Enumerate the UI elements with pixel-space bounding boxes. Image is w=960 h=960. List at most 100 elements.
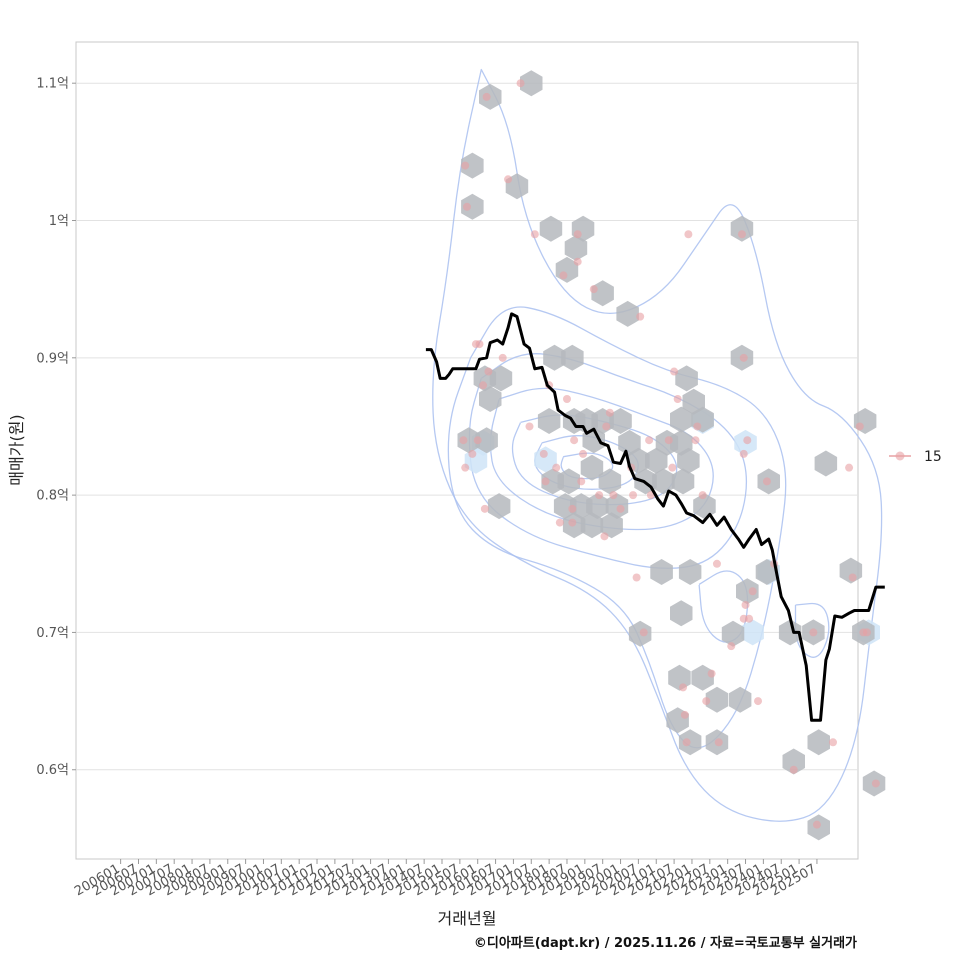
y-tick-label: 1억 bbox=[49, 214, 69, 229]
legend: 15 bbox=[889, 449, 942, 465]
scatter-point bbox=[762, 477, 771, 486]
scatter-point bbox=[573, 230, 582, 239]
scatter-point bbox=[530, 230, 539, 239]
hex-bin bbox=[487, 493, 511, 520]
hex-bin bbox=[580, 454, 604, 481]
x-axis-title: 거래년월 bbox=[438, 909, 497, 928]
scatter-point bbox=[698, 491, 707, 500]
scatter-point bbox=[562, 395, 571, 404]
scatter-point bbox=[727, 642, 736, 651]
hex-bin bbox=[670, 406, 693, 433]
hex-bin bbox=[650, 559, 673, 585]
hex-bin bbox=[670, 600, 693, 627]
hex-bin bbox=[778, 619, 802, 646]
scatter-point bbox=[714, 738, 723, 747]
scatter-point bbox=[789, 765, 798, 774]
scatter-point bbox=[748, 587, 757, 596]
scatter-point bbox=[480, 504, 489, 513]
hex-bin bbox=[600, 512, 623, 539]
hex-bin bbox=[730, 215, 754, 242]
legend-label: 15 bbox=[924, 449, 942, 465]
scatter-point bbox=[482, 92, 491, 101]
scatter-point bbox=[629, 491, 638, 500]
hex-bin bbox=[461, 152, 484, 179]
scatter-point bbox=[668, 463, 677, 472]
scatter-point bbox=[616, 504, 625, 513]
scatter-point bbox=[684, 230, 693, 239]
scatter-point bbox=[609, 491, 618, 500]
hex-bin bbox=[645, 447, 668, 474]
hex-bin bbox=[609, 408, 632, 434]
y-tick-label: 0.9억 bbox=[36, 351, 69, 366]
scatter-point bbox=[568, 518, 577, 527]
hex-bin bbox=[561, 344, 584, 371]
hex-bin bbox=[520, 70, 543, 97]
scatter-point bbox=[479, 381, 488, 390]
hex-bin bbox=[461, 193, 484, 220]
hex-bin bbox=[479, 386, 502, 412]
scatter-point bbox=[679, 683, 688, 692]
hex-bin bbox=[475, 427, 498, 454]
scatter-point bbox=[682, 738, 691, 747]
scatter-point bbox=[498, 353, 507, 362]
scatter-point bbox=[829, 738, 838, 747]
scatter-point bbox=[484, 367, 493, 376]
hex-bin bbox=[671, 468, 695, 495]
hex-bin bbox=[580, 512, 604, 539]
hex-bin bbox=[539, 215, 563, 242]
legend-dot bbox=[895, 451, 905, 461]
scatter-point bbox=[552, 463, 561, 472]
scatter-point bbox=[504, 175, 513, 184]
scatter-point bbox=[670, 367, 679, 376]
hex-bin bbox=[678, 559, 702, 585]
scatter-point bbox=[555, 518, 564, 527]
scatter-point bbox=[691, 436, 700, 445]
scatter-point bbox=[473, 436, 482, 445]
scatter-point bbox=[702, 697, 711, 706]
scatter-point bbox=[468, 449, 477, 458]
hex-bin bbox=[618, 429, 641, 456]
scatter-point bbox=[673, 395, 682, 404]
scatter-point bbox=[745, 614, 754, 623]
hex-bin bbox=[537, 408, 561, 434]
y-axis-ticks: 0.6억 0.7억 0.8억 0.9억 1억 1.1억 bbox=[36, 77, 76, 778]
hex-bin bbox=[728, 686, 752, 713]
scatter-point bbox=[680, 710, 689, 719]
scatter-point bbox=[636, 312, 645, 321]
hex-bin bbox=[782, 748, 805, 775]
median-line bbox=[425, 312, 885, 722]
hex-bin bbox=[675, 365, 698, 392]
hex-bin bbox=[652, 468, 675, 495]
scatter-point bbox=[743, 436, 752, 445]
y-tick-label: 1.1억 bbox=[36, 77, 69, 92]
scatter-point bbox=[741, 600, 750, 609]
hex-bin bbox=[557, 468, 580, 495]
hex-bin bbox=[543, 344, 566, 371]
y-tick-label: 0.8억 bbox=[36, 489, 69, 504]
hex-bin bbox=[721, 620, 745, 647]
hex-bin bbox=[807, 729, 830, 756]
hex-bin bbox=[616, 300, 639, 327]
scatter-point bbox=[461, 161, 470, 170]
scatter-point bbox=[739, 449, 748, 458]
hex-bin bbox=[489, 365, 513, 392]
scatter-point bbox=[712, 559, 721, 568]
scatter-point bbox=[475, 340, 484, 349]
hex-bin bbox=[457, 427, 480, 454]
scatter-point bbox=[568, 504, 577, 513]
scatter-point bbox=[525, 422, 534, 431]
hex-bin bbox=[693, 493, 716, 520]
hex-bin bbox=[705, 686, 729, 713]
scatter-point bbox=[862, 628, 871, 637]
hex-bin bbox=[677, 447, 700, 474]
scatter-point bbox=[600, 532, 609, 541]
y-tick-label: 0.7억 bbox=[36, 626, 69, 641]
scatter-point bbox=[848, 573, 857, 582]
scatter-point bbox=[632, 573, 641, 582]
y-tick-label: 0.6억 bbox=[36, 763, 69, 778]
scatter-point bbox=[812, 820, 821, 829]
hex-bin bbox=[591, 280, 614, 307]
scatter-point bbox=[645, 436, 654, 445]
